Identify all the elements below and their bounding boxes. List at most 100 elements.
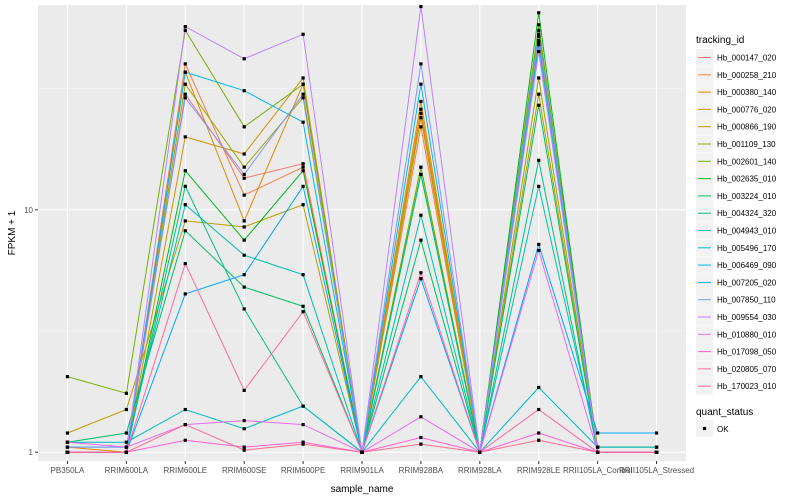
- data-point: [419, 111, 423, 115]
- data-point: [596, 445, 600, 449]
- legend-label: Hb_007205_020: [717, 278, 777, 287]
- x-tick-label: RRII105LA_Control: [563, 466, 633, 475]
- data-point: [242, 445, 246, 449]
- legend-label: Hb_005496_170: [717, 244, 777, 253]
- data-point: [537, 438, 541, 442]
- data-point: [242, 273, 246, 277]
- data-point: [301, 423, 305, 427]
- data-point: [419, 4, 423, 9]
- data-point: [242, 448, 246, 452]
- data-point: [183, 407, 187, 412]
- x-axis: PB350LA RRIM600LA RRIM600LE RRIM600SE RRIM60…: [51, 461, 694, 475]
- data-point: [242, 225, 246, 229]
- legend-label: Hb_002601_140: [717, 157, 777, 166]
- data-point: [537, 92, 541, 96]
- y-tick-label: 10: [24, 206, 33, 215]
- data-point: [183, 92, 187, 96]
- data-point: [183, 25, 187, 29]
- data-point: [124, 391, 128, 395]
- data-point: [183, 292, 187, 296]
- x-tick-label: RRIM928LE: [517, 466, 561, 475]
- data-point: [183, 184, 187, 188]
- data-point: [124, 407, 128, 412]
- data-point: [124, 431, 128, 435]
- x-tick-label: RRIM600SE: [222, 466, 266, 475]
- data-point: [537, 184, 541, 188]
- data-point: [301, 203, 305, 207]
- data-point: [183, 423, 187, 427]
- data-point: [301, 162, 305, 166]
- data-point: [419, 165, 423, 169]
- data-point: [419, 99, 423, 104]
- data-point: [419, 62, 423, 66]
- data-point: [419, 277, 423, 281]
- data-point: [183, 438, 187, 442]
- x-tick-label: RRIM928LA: [458, 466, 502, 475]
- x-tick-label: RRIM600LA: [105, 466, 149, 475]
- data-point: [478, 450, 482, 454]
- x-tick-label: RRIM901LA: [340, 466, 384, 475]
- x-tick-label: RRIM928BA: [399, 466, 444, 475]
- data-point: [537, 407, 541, 412]
- data-point: [537, 11, 541, 15]
- data-point: [65, 445, 70, 449]
- data-point: [654, 450, 659, 454]
- legend-label: Hb_010880_010: [717, 330, 777, 339]
- data-point: [242, 219, 246, 223]
- legend-label: Hb_006469_090: [717, 261, 777, 270]
- y-axis: 1 10: [24, 206, 38, 457]
- data-point: [419, 435, 423, 440]
- data-point: [360, 450, 364, 454]
- data-point: [242, 307, 246, 311]
- data-point: [419, 375, 423, 379]
- data-point: [419, 172, 423, 177]
- data-point: [124, 450, 128, 454]
- data-point: [183, 96, 187, 100]
- quant-status-title: quant_status: [696, 407, 753, 418]
- data-point: [242, 253, 246, 257]
- data-point: [301, 304, 305, 308]
- legend-label: Hb_003224_010: [717, 192, 777, 201]
- data-point: [419, 238, 423, 242]
- data-point: [301, 184, 305, 188]
- data-point: [124, 445, 128, 449]
- data-point: [65, 431, 70, 435]
- data-point: [301, 404, 305, 408]
- data-point: [65, 440, 70, 444]
- data-point: [301, 169, 305, 173]
- data-point: [301, 76, 305, 80]
- data-point: [183, 262, 187, 266]
- data-point: [183, 219, 187, 223]
- data-point: [183, 62, 187, 66]
- data-point: [537, 23, 541, 27]
- data-point: [242, 57, 246, 61]
- x-tick-label: PB350LA: [51, 466, 85, 475]
- data-point: [537, 385, 541, 390]
- legend-label: Hb_000866_190: [717, 123, 777, 132]
- x-axis-title: sample_name: [331, 484, 394, 495]
- data-point: [596, 431, 600, 435]
- data-point: [183, 169, 187, 173]
- data-point: [242, 172, 246, 177]
- x-tick-label: RRIM600LE: [163, 466, 207, 475]
- data-point: [419, 271, 423, 275]
- data-point: [537, 40, 541, 45]
- data-point: [242, 125, 246, 129]
- data-point: [654, 445, 659, 449]
- data-point: [301, 440, 305, 444]
- data-point: [242, 193, 246, 197]
- data-point: [537, 32, 541, 36]
- data-point: [301, 442, 305, 446]
- data-points: [65, 4, 659, 454]
- data-point: [301, 92, 305, 96]
- data-point: [537, 103, 541, 107]
- data-point: [537, 248, 541, 253]
- x-tick-label: RRIM600PE: [281, 466, 325, 475]
- legend-label: Hb_001109_130: [717, 140, 776, 149]
- legend-label: Hb_004324_320: [717, 209, 777, 218]
- legend-label: Hb_009554_030: [717, 313, 777, 322]
- data-point: [537, 76, 541, 80]
- legend-label: Hb_000380_140: [717, 88, 777, 97]
- data-point: [419, 82, 423, 86]
- legend-label: Hb_007850_110: [717, 296, 776, 305]
